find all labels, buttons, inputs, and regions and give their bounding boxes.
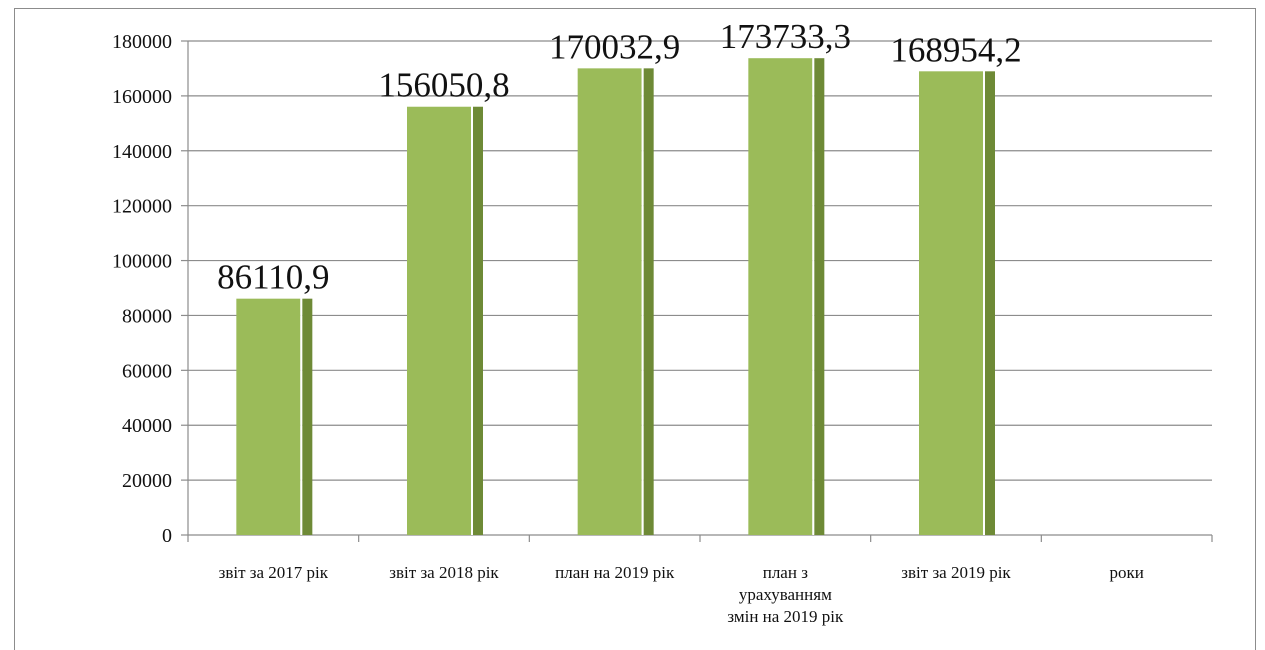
bar-gap	[300, 298, 303, 535]
y-tick-label: 180000	[112, 31, 172, 53]
y-tick-label: 60000	[122, 360, 172, 382]
data-label: 168954,2	[890, 30, 1021, 69]
data-label: 173733,3	[720, 17, 851, 56]
bar	[236, 298, 301, 535]
data-label: 170032,9	[549, 27, 680, 66]
x-category-label: роки	[1109, 563, 1143, 582]
bar-gap	[812, 58, 815, 535]
x-category-label: звіт за 2019 рік	[901, 563, 1011, 582]
bar-side	[643, 68, 654, 535]
y-tick-label: 100000	[112, 251, 172, 273]
bar-side	[985, 71, 995, 536]
x-category-label: план на 2019 рік	[555, 563, 675, 582]
y-tick-label: 40000	[122, 415, 172, 437]
y-tick-label: 80000	[122, 305, 172, 327]
x-category-label: змін на 2019 рік	[727, 607, 844, 626]
y-tick-label: 140000	[112, 141, 172, 163]
bar-gap	[641, 68, 644, 535]
bar	[919, 71, 983, 536]
x-category-label: звіт за 2017 рік	[219, 563, 329, 582]
y-tick-label: 120000	[112, 196, 172, 218]
bar	[577, 68, 642, 535]
bar	[407, 106, 471, 536]
x-category-label: урахуванням	[739, 585, 832, 604]
bar-side	[302, 298, 313, 535]
bar-gap	[983, 71, 985, 536]
bar-side	[814, 58, 825, 535]
bar-gap	[471, 106, 473, 536]
y-tick-label: 160000	[112, 86, 172, 108]
y-tick-label: 0	[162, 525, 172, 547]
data-label: 156050,8	[378, 66, 509, 105]
bar	[748, 58, 813, 535]
x-category-label: звіт за 2018 рік	[389, 563, 499, 582]
y-tick-label: 20000	[122, 470, 172, 492]
bar-side	[473, 106, 483, 536]
data-label: 86110,9	[217, 258, 329, 297]
x-category-label: план з	[763, 563, 808, 582]
